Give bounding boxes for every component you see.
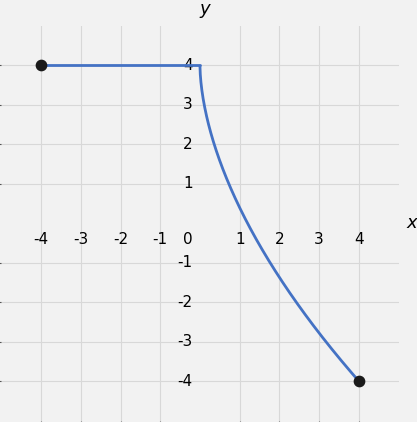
Text: 3: 3 [314, 232, 324, 247]
Text: 3: 3 [183, 97, 193, 112]
Point [355, 378, 362, 384]
Text: -3: -3 [73, 232, 88, 247]
Point [38, 62, 45, 69]
Text: 0: 0 [183, 232, 193, 247]
Text: -1: -1 [153, 232, 168, 247]
Text: -1: -1 [178, 255, 193, 270]
Text: -2: -2 [113, 232, 128, 247]
Text: -3: -3 [178, 334, 193, 349]
Text: 4: 4 [354, 232, 364, 247]
Text: x: x [407, 214, 417, 232]
Text: 2: 2 [183, 137, 193, 152]
Text: 2: 2 [274, 232, 284, 247]
Text: -4: -4 [33, 232, 49, 247]
Text: 1: 1 [235, 232, 244, 247]
Text: y: y [199, 0, 210, 18]
Text: -2: -2 [178, 295, 193, 310]
Text: 4: 4 [183, 58, 193, 73]
Text: 1: 1 [183, 176, 193, 191]
Text: -4: -4 [178, 373, 193, 389]
